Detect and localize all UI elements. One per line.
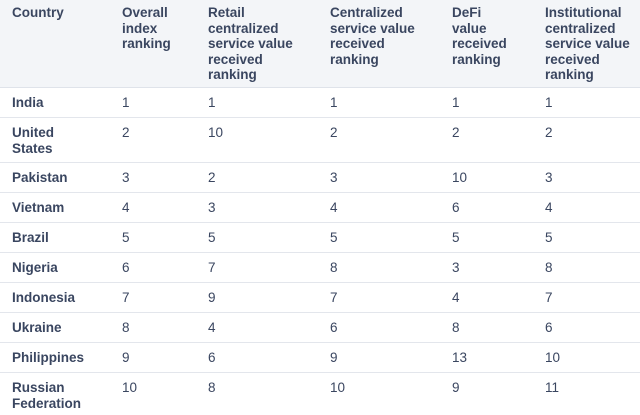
table-row: United States 2 10 2 2 2: [0, 118, 640, 163]
country-cell: Nigeria: [12, 260, 58, 275]
country-cell: Pakistan: [12, 170, 68, 185]
centralized-rank-cell: 1: [330, 95, 338, 110]
country-cell: India: [12, 95, 44, 110]
header-country: Country: [12, 5, 64, 20]
defi-rank-cell: 2: [452, 125, 460, 140]
centralized-rank-cell: 7: [330, 290, 338, 305]
retail-rank-cell: 5: [208, 230, 216, 245]
retail-rank-cell: 3: [208, 200, 216, 215]
centralized-rank-cell: 6: [330, 320, 338, 335]
retail-rank-cell: 7: [208, 260, 216, 275]
overall-rank-cell: 1: [122, 95, 130, 110]
table-row: Vietnam 4 3 4 6 4: [0, 193, 640, 223]
header-defi-ranking: DeFi value received ranking: [452, 5, 507, 67]
centralized-rank-cell: 3: [330, 170, 338, 185]
overall-rank-cell: 10: [122, 380, 138, 395]
table-row: Brazil 5 5 5 5 5: [0, 223, 640, 253]
retail-rank-cell: 6: [208, 350, 216, 365]
defi-rank-cell: 9: [452, 380, 460, 395]
overall-rank-cell: 7: [122, 290, 130, 305]
country-cell: Ukraine: [12, 320, 62, 335]
table-header-row: Country Overall index ranking Retail cen…: [0, 0, 640, 88]
table-row: Russian Federation 10 8 10 9 11: [0, 373, 640, 415]
header-overall-index-ranking: Overall index ranking: [122, 5, 171, 51]
centralized-rank-cell: 2: [330, 125, 338, 140]
country-cell: United States: [12, 125, 54, 156]
defi-rank-cell: 3: [452, 260, 460, 275]
defi-rank-cell: 6: [452, 200, 460, 215]
overall-rank-cell: 2: [122, 125, 130, 140]
defi-rank-cell: 8: [452, 320, 460, 335]
table-row: India 1 1 1 1 1: [0, 88, 640, 118]
overall-rank-cell: 4: [122, 200, 130, 215]
retail-rank-cell: 8: [208, 380, 216, 395]
defi-rank-cell: 10: [452, 170, 468, 185]
overall-rank-cell: 9: [122, 350, 130, 365]
retail-rank-cell: 10: [208, 125, 224, 140]
institutional-rank-cell: 11: [545, 380, 560, 395]
institutional-rank-cell: 3: [545, 170, 553, 185]
country-cell: Brazil: [12, 230, 49, 245]
table-row: Philippines 9 6 9 13 10: [0, 343, 640, 373]
header-centralized-service-ranking: Centralized service value received ranki…: [330, 5, 415, 67]
retail-rank-cell: 4: [208, 320, 216, 335]
centralized-rank-cell: 4: [330, 200, 338, 215]
overall-rank-cell: 3: [122, 170, 130, 185]
institutional-rank-cell: 7: [545, 290, 553, 305]
country-cell: Indonesia: [12, 290, 76, 305]
overall-rank-cell: 5: [122, 230, 130, 245]
defi-rank-cell: 4: [452, 290, 460, 305]
institutional-rank-cell: 2: [545, 125, 553, 140]
centralized-rank-cell: 9: [330, 350, 338, 365]
overall-rank-cell: 6: [122, 260, 130, 275]
institutional-rank-cell: 1: [545, 95, 553, 110]
retail-rank-cell: 9: [208, 290, 216, 305]
header-institutional-ranking: Institutional centralized service value …: [545, 5, 630, 82]
retail-rank-cell: 2: [208, 170, 216, 185]
defi-rank-cell: 1: [452, 95, 460, 110]
country-cell: Russian Federation: [12, 380, 82, 411]
defi-rank-cell: 13: [452, 350, 468, 365]
centralized-rank-cell: 10: [330, 380, 346, 395]
table-row: Pakistan 3 2 3 10 3: [0, 163, 640, 193]
centralized-rank-cell: 8: [330, 260, 338, 275]
institutional-rank-cell: 10: [545, 350, 561, 365]
header-retail-centralized-ranking: Retail centralized service value receive…: [208, 5, 293, 82]
centralized-rank-cell: 5: [330, 230, 338, 245]
overall-rank-cell: 8: [122, 320, 130, 335]
institutional-rank-cell: 4: [545, 200, 553, 215]
retail-rank-cell: 1: [208, 95, 216, 110]
institutional-rank-cell: 8: [545, 260, 553, 275]
table-row: Nigeria 6 7 8 3 8: [0, 253, 640, 283]
table-row: Indonesia 7 9 7 4 7: [0, 283, 640, 313]
defi-rank-cell: 5: [452, 230, 460, 245]
country-cell: Vietnam: [12, 200, 65, 215]
institutional-rank-cell: 6: [545, 320, 553, 335]
table-row: Ukraine 8 4 6 8 6: [0, 313, 640, 343]
country-cell: Philippines: [12, 350, 85, 365]
institutional-rank-cell: 5: [545, 230, 553, 245]
